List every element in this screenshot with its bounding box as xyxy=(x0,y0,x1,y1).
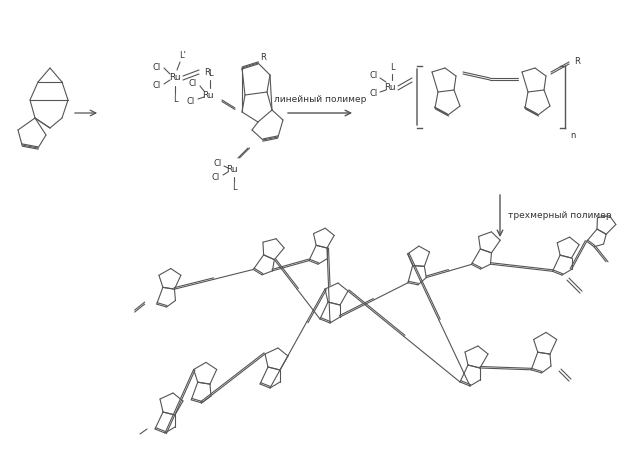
Text: Cl: Cl xyxy=(189,79,197,88)
Text: R: R xyxy=(204,69,210,78)
Text: L: L xyxy=(232,184,236,193)
Text: R: R xyxy=(574,58,580,67)
Text: линейный полимер: линейный полимер xyxy=(274,96,366,105)
Text: Cl: Cl xyxy=(370,89,378,98)
Text: L: L xyxy=(173,96,177,105)
Text: Cl: Cl xyxy=(214,159,222,168)
Text: R: R xyxy=(260,53,266,62)
Text: Ru: Ru xyxy=(384,84,396,93)
Text: Cl: Cl xyxy=(153,63,161,72)
Text: трехмерный полимер: трехмерный полимер xyxy=(508,210,612,219)
Text: L: L xyxy=(208,70,212,79)
Text: L: L xyxy=(390,63,394,72)
Text: L': L' xyxy=(180,52,186,61)
Text: Ru: Ru xyxy=(226,166,238,175)
Text: Ru: Ru xyxy=(169,73,181,82)
Text: Cl: Cl xyxy=(153,81,161,90)
Text: Cl: Cl xyxy=(187,96,195,105)
Text: Cl: Cl xyxy=(212,174,220,183)
Text: Cl: Cl xyxy=(370,71,378,80)
Text: Ru: Ru xyxy=(202,91,214,100)
Text: n: n xyxy=(570,131,576,140)
